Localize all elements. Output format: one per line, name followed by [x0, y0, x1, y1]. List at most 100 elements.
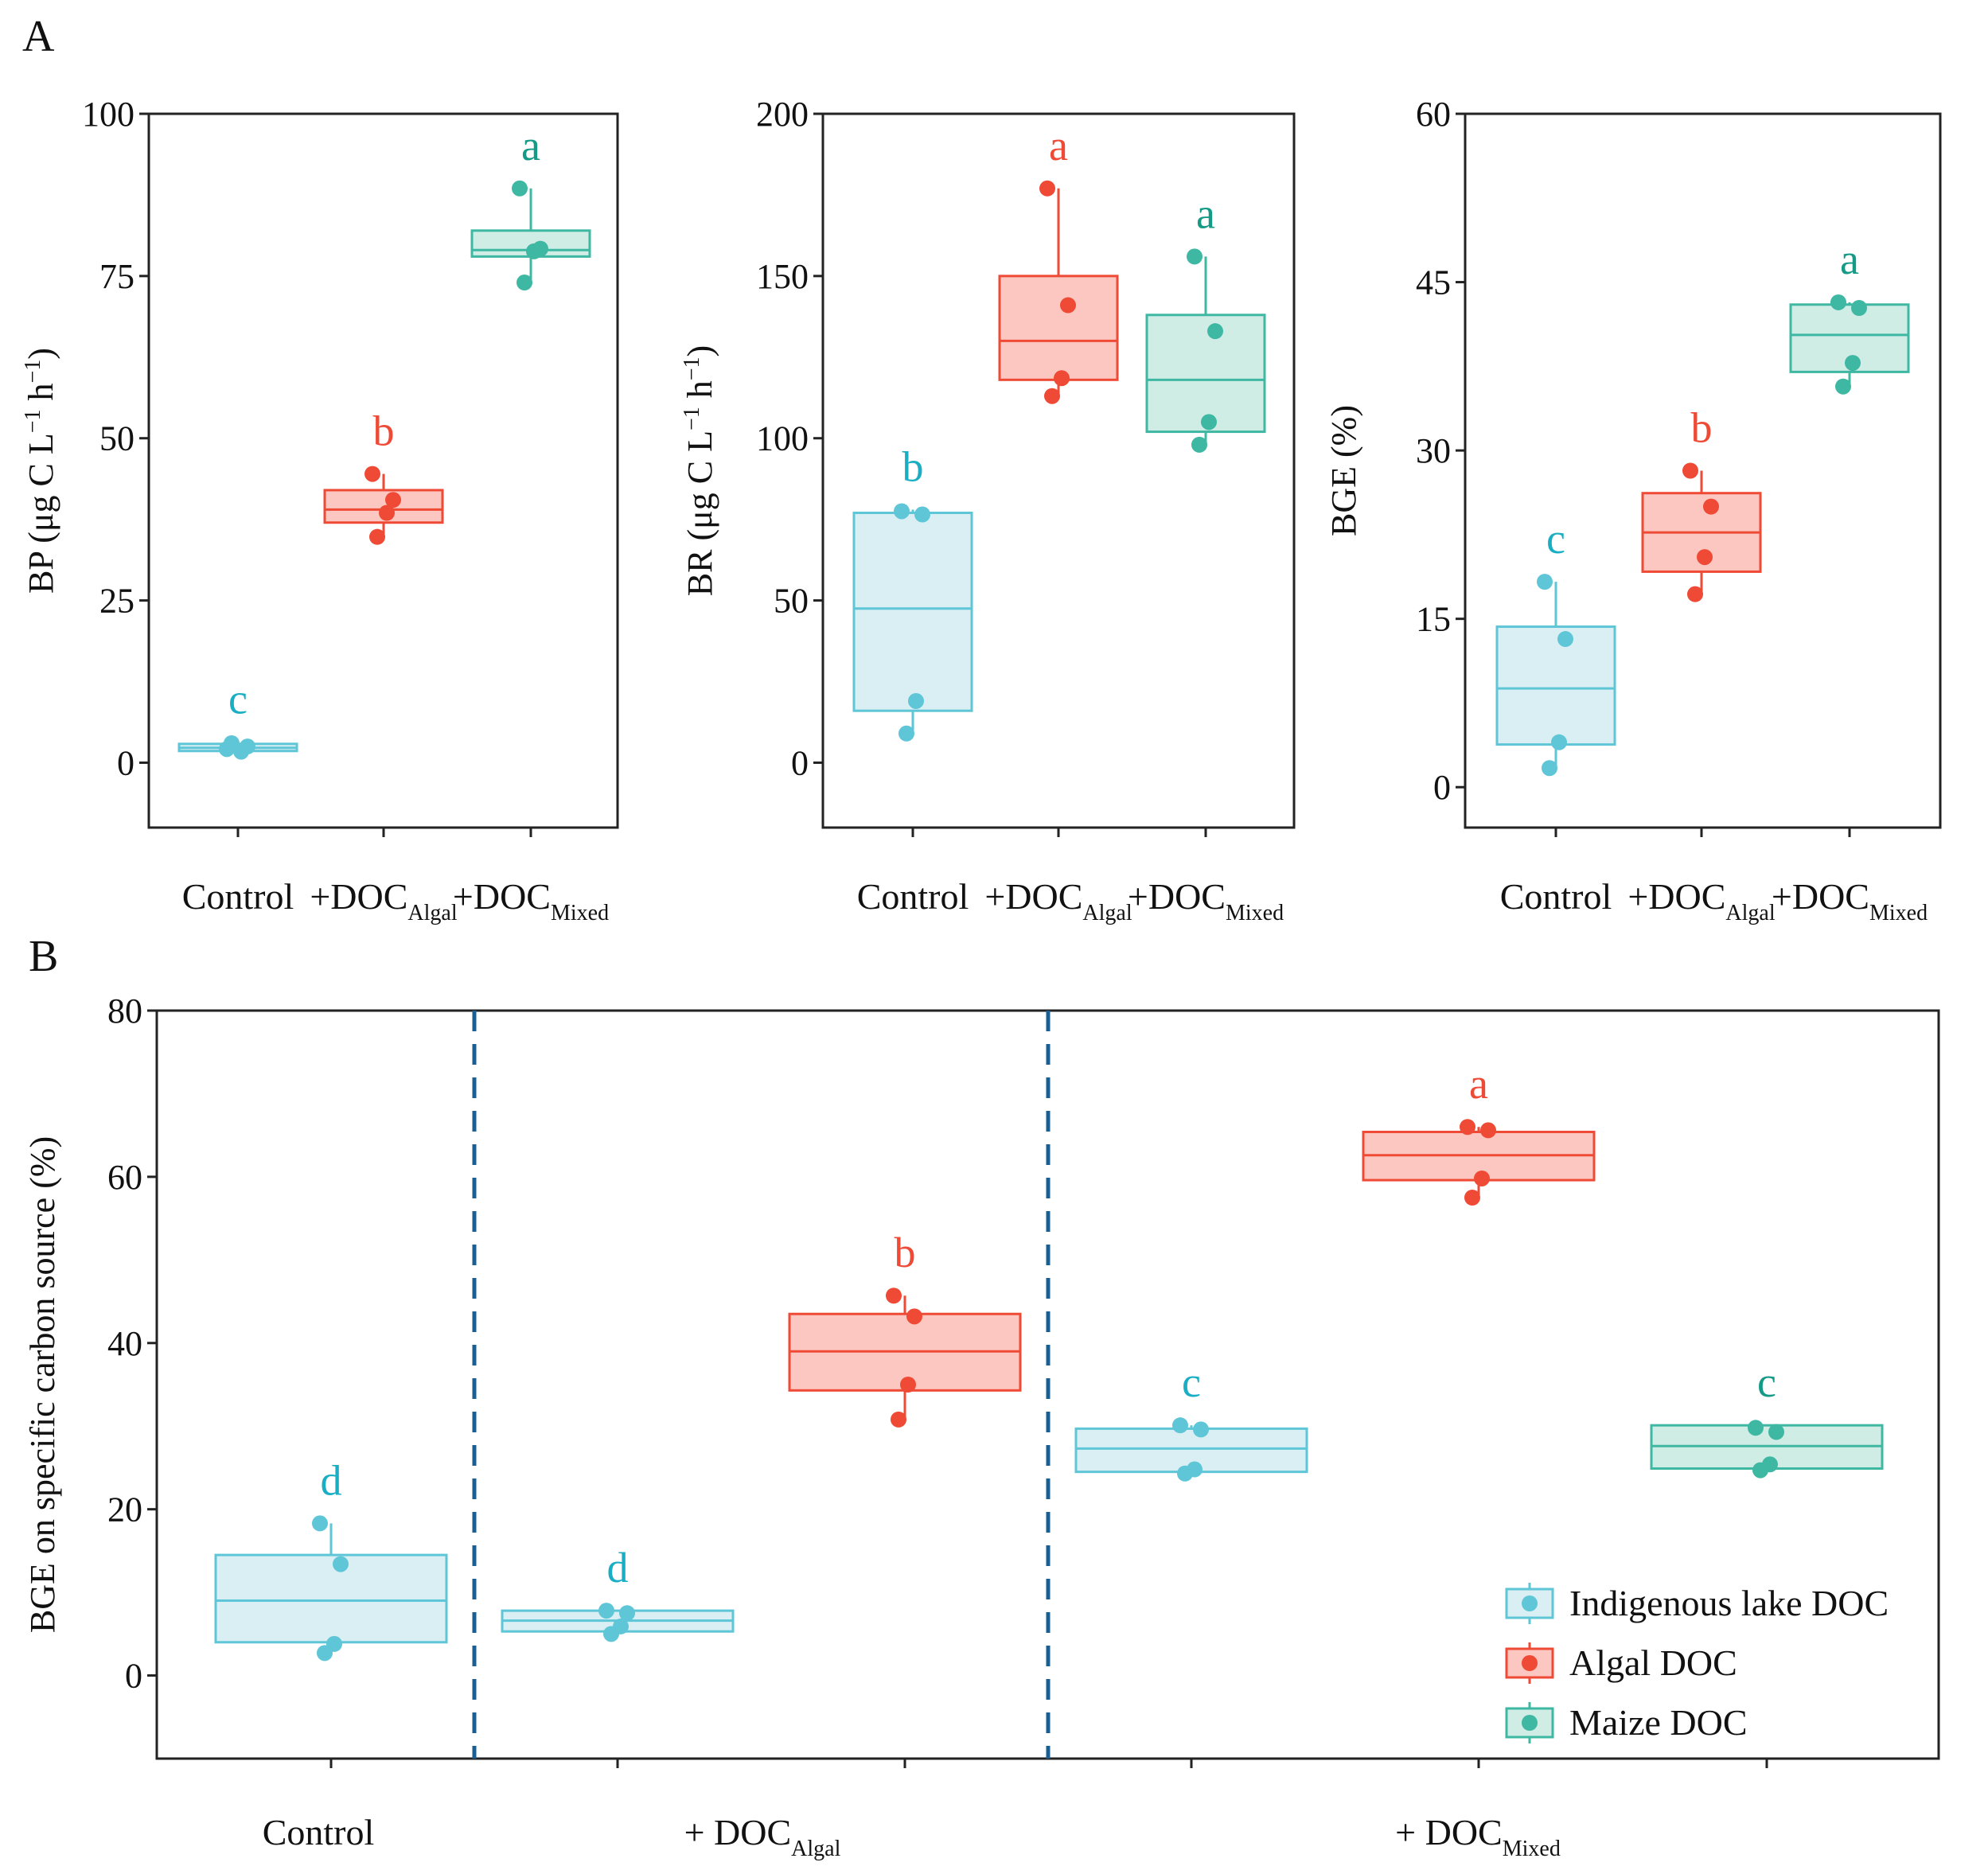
- x-tick-label: Control: [857, 876, 969, 917]
- data-point: [1177, 1465, 1193, 1482]
- data-point: [1682, 462, 1698, 479]
- significance-letter: b: [902, 442, 924, 490]
- data-point: [1207, 323, 1223, 340]
- significance-letter: c: [1182, 1358, 1201, 1406]
- data-point: [1748, 1420, 1764, 1436]
- legend-key-point: [1522, 1655, 1538, 1671]
- significance-letter: b: [895, 1229, 916, 1276]
- data-point: [1557, 631, 1573, 648]
- data-point: [1687, 586, 1703, 602]
- significance-letter: a: [1469, 1060, 1488, 1108]
- data-point: [312, 1515, 328, 1532]
- y-tick-label: 50: [774, 582, 809, 621]
- significance-letter: a: [1196, 189, 1215, 237]
- panel-label-a: A: [22, 12, 55, 61]
- legend-key-point: [1522, 1715, 1538, 1731]
- y-tick-label: 100: [82, 95, 134, 134]
- y-tick-label: 75: [99, 257, 134, 296]
- data-point: [1193, 1421, 1209, 1438]
- x-tick-label: +DOCAlgal: [984, 876, 1132, 925]
- y-axis-label: BGE (%): [1324, 405, 1363, 536]
- category-label: + DOCMixed: [1395, 1812, 1561, 1861]
- y-tick-label: 60: [1416, 95, 1451, 134]
- panel-b: 0 20 40 60 80 BGE on specific carbon source (…: [23, 991, 1940, 1861]
- plots-layer: 0 25 50 75 100 BP (μg C L−1 h−1) c Control b +DOC…: [21, 95, 1942, 1861]
- data-point: [369, 528, 385, 545]
- box-iqr: [1145, 314, 1266, 434]
- y-axis-label: BGE on specific carbon source (%): [23, 1136, 62, 1633]
- y-tick-label: 100: [756, 419, 809, 458]
- legend: Indigenous lake DOC Algal DOC Maize DOC: [1505, 1583, 1889, 1743]
- legend-label: Algal DOC: [1569, 1642, 1737, 1683]
- data-point: [1851, 299, 1867, 316]
- data-point: [1460, 1119, 1475, 1136]
- box-iqr: [1495, 625, 1616, 746]
- panel-label-b: B: [29, 932, 58, 981]
- data-point: [603, 1626, 619, 1642]
- y-tick-label: 25: [99, 582, 134, 621]
- significance-letter: d: [321, 1456, 342, 1504]
- box-iqr: [214, 1553, 448, 1644]
- box-iqr: [998, 275, 1119, 381]
- data-point: [1201, 414, 1217, 430]
- y-tick-label: 45: [1416, 263, 1451, 302]
- data-point: [1703, 498, 1719, 515]
- data-point: [1697, 549, 1713, 566]
- box-iqr: [852, 512, 973, 712]
- x-tick-label: +DOCAlgal: [310, 876, 458, 925]
- data-point: [900, 1377, 916, 1393]
- data-point: [1835, 378, 1851, 395]
- x-tick-label: +DOCMixed: [1772, 876, 1928, 925]
- data-point: [891, 1411, 906, 1428]
- significance-letter: d: [607, 1544, 629, 1591]
- data-point: [898, 725, 914, 742]
- legend-label: Indigenous lake DOC: [1569, 1583, 1889, 1623]
- data-point: [1752, 1462, 1768, 1478]
- data-point: [1054, 370, 1070, 387]
- data-point: [1464, 1190, 1480, 1206]
- x-tick-label: +DOCMixed: [453, 876, 609, 925]
- y-axis-label: BP (μg C L−1 h−1): [21, 348, 60, 594]
- x-tick-label: +DOCAlgal: [1627, 876, 1776, 925]
- data-point: [379, 505, 395, 521]
- data-point: [598, 1603, 614, 1619]
- y-tick-label: 40: [107, 1324, 142, 1363]
- x-tick-label: Control: [182, 876, 294, 917]
- y-tick-label: 50: [99, 419, 134, 458]
- y-tick-label: 0: [1433, 768, 1451, 807]
- data-point: [1830, 294, 1846, 310]
- y-tick-label: 60: [107, 1158, 142, 1197]
- plot-frame: [147, 112, 619, 829]
- data-point: [526, 243, 542, 259]
- panel-a1: 0 25 50 75 100 BP (μg C L−1 h−1) c Control b +DOC…: [21, 95, 619, 925]
- data-point: [1551, 734, 1567, 750]
- x-tick-label: +DOCMixed: [1128, 876, 1284, 925]
- data-point: [1172, 1417, 1188, 1434]
- significance-letter: a: [521, 122, 540, 169]
- category-label: + DOCAlgal: [684, 1812, 841, 1861]
- y-tick-label: 200: [756, 95, 809, 134]
- data-point: [1542, 760, 1557, 777]
- y-tick-label: 150: [756, 257, 809, 296]
- significance-letter: c: [1546, 515, 1565, 563]
- data-point: [1537, 574, 1553, 590]
- y-tick-label: 15: [1416, 600, 1451, 639]
- category-label: Control: [263, 1812, 375, 1852]
- data-point: [886, 1288, 902, 1304]
- data-point: [516, 275, 532, 291]
- panel-a2: 0 50 100 150 200 BR (μg C L−1 h−1) b Control a +D…: [680, 95, 1296, 925]
- significance-letter: b: [373, 407, 395, 455]
- data-point: [894, 503, 910, 520]
- data-point: [906, 1308, 922, 1325]
- y-tick-label: 80: [107, 991, 142, 1030]
- y-tick-label: 0: [791, 743, 809, 782]
- data-point: [385, 492, 401, 508]
- data-point: [908, 692, 924, 709]
- y-tick-label: 20: [107, 1490, 142, 1529]
- data-point: [364, 466, 380, 482]
- data-point: [1191, 436, 1207, 453]
- y-axis-label: BR (μg C L−1 h−1): [680, 345, 719, 596]
- data-point: [317, 1645, 333, 1662]
- data-point: [1060, 297, 1076, 314]
